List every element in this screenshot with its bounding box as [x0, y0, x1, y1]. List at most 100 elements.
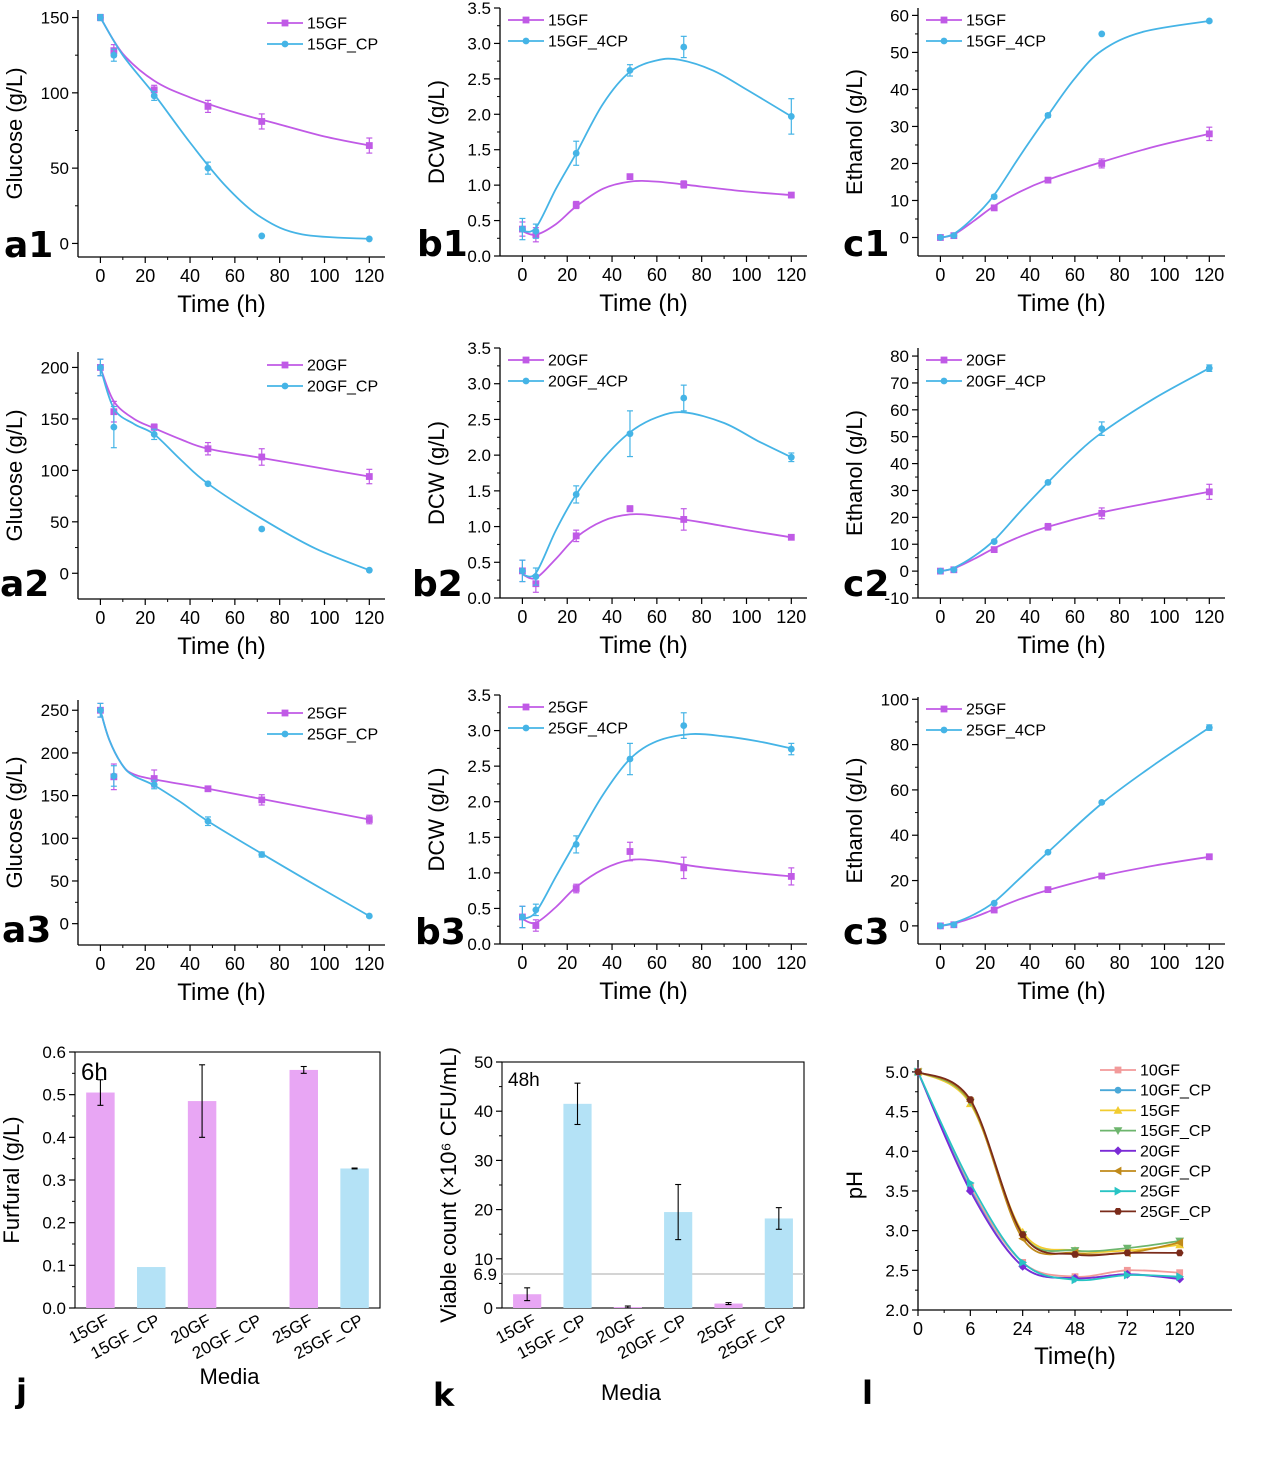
data-point	[787, 745, 795, 753]
x-axis-title: Time (h)	[599, 978, 687, 1005]
data-point	[572, 201, 580, 209]
panel-label: a1	[4, 225, 53, 266]
legend-label: 15GF_CP	[1140, 1123, 1211, 1140]
y-tick-label: 150	[41, 787, 69, 806]
x-tick-label: 0	[517, 953, 527, 973]
y-tick-label: 1.5	[467, 482, 491, 501]
fit-curve	[522, 179, 792, 236]
legend-label: 25GF_CP	[307, 727, 378, 744]
x-tick-label: 80	[692, 265, 712, 285]
x-axis-title: Time (h)	[1017, 290, 1105, 317]
legend-marker	[1114, 1208, 1122, 1215]
legend-marker	[281, 19, 289, 27]
y-tick-label: 0.1	[42, 1256, 66, 1275]
y-tick-label: 2.0	[885, 1301, 909, 1320]
panel-label: k	[433, 1376, 455, 1414]
x-tick-label: 72	[1117, 1319, 1137, 1339]
y-axis-title: Glucose (g/L)	[2, 67, 27, 199]
y-tick-label: 2.0	[467, 105, 491, 124]
data-point	[1044, 111, 1052, 119]
x-tick-label: 6	[965, 1319, 975, 1339]
x-axis-title: Media	[601, 1380, 662, 1405]
y-tick-label: 1.5	[467, 828, 491, 847]
y-tick-label: 20	[890, 872, 909, 891]
panel-k: 0 10 20 30 40 50 Viable count (×10⁶ CFU/mL) k 6.…	[433, 1047, 805, 1414]
series-15GF_4CP	[937, 17, 1213, 241]
data-point	[204, 785, 212, 793]
data-point	[787, 453, 795, 461]
x-tick-label: 0	[95, 954, 105, 974]
x-axis-title: Time (h)	[177, 979, 265, 1006]
y-tick-label: 0	[900, 562, 909, 581]
x-tick-label: 20	[975, 953, 995, 973]
data-point	[572, 149, 580, 157]
y-tick-label: 60	[890, 401, 909, 420]
series-20GF	[519, 505, 795, 593]
y-tick-label: 10	[890, 191, 909, 210]
data-point	[787, 873, 795, 880]
y-tick-label: 3.5	[467, 686, 491, 705]
x-tick-label: 80	[1110, 607, 1130, 627]
x-tick-label: 40	[602, 265, 622, 285]
x-tick-label: 80	[270, 608, 290, 628]
data-point	[204, 480, 212, 488]
legend-marker	[1113, 1166, 1122, 1176]
series-15GF_CP	[97, 13, 373, 243]
x-tick-label: 20	[557, 265, 577, 285]
data-point	[680, 394, 688, 402]
data-point	[1071, 1251, 1079, 1258]
data-point	[519, 225, 526, 233]
legend-label: 15GF	[1140, 1103, 1180, 1120]
data-point	[1044, 176, 1052, 184]
data-point	[572, 841, 580, 848]
x-tick-label: 0	[935, 265, 945, 285]
series-15GF	[519, 173, 795, 243]
y-tick-label: 30	[890, 117, 909, 136]
legend-label: 25GF	[307, 706, 347, 723]
inset-label: 6h	[81, 1059, 108, 1086]
data-point	[97, 364, 104, 371]
y-tick-label: 0	[60, 564, 69, 583]
x-tick-label: 40	[180, 608, 200, 628]
data-point	[204, 102, 212, 110]
x-tick-label: 40	[602, 607, 622, 627]
y-axis-title: DCW (g/L)	[424, 421, 449, 525]
x-tick-label: 100	[731, 265, 761, 285]
series-20GF	[937, 483, 1213, 575]
data-point	[110, 51, 118, 59]
data-point	[532, 227, 540, 235]
y-axis-title: Ethanol (g/L)	[842, 410, 867, 536]
x-tick-label: 20	[135, 608, 155, 628]
panel-label: c1	[843, 224, 889, 265]
data-point	[680, 181, 688, 188]
x-tick-label: 120	[776, 265, 806, 285]
y-tick-label: 40	[890, 826, 909, 845]
y-tick-label: 0.0	[467, 247, 491, 266]
data-point	[680, 864, 688, 872]
data-point	[150, 775, 158, 782]
legend-label: 20GF	[966, 353, 1006, 370]
y-tick-label: 1.0	[467, 518, 491, 537]
bar	[714, 1303, 743, 1308]
series-15GF	[937, 126, 1213, 241]
data-point	[1176, 1269, 1184, 1277]
legend-label: 15GF_4CP	[548, 34, 628, 51]
y-tick-label: 150	[41, 410, 69, 429]
data-point	[150, 86, 158, 94]
data-point	[204, 164, 212, 172]
x-tick-label: 40	[602, 953, 622, 973]
x-tick-label: 60	[1065, 265, 1085, 285]
y-tick-label: 5.0	[885, 1063, 909, 1082]
x-tick-label: 100	[731, 953, 761, 973]
y-tick-label: 200	[41, 744, 69, 763]
x-tick-label: 80	[1110, 265, 1130, 285]
legend-marker	[522, 377, 530, 385]
data-point	[966, 1096, 975, 1104]
data-point	[680, 722, 688, 729]
legend-label: 25GF_4CP	[548, 721, 628, 738]
legend-marker	[281, 709, 289, 717]
panel-a3: 0 20 40 60 80 100 120 Time (h) 0 50 100 150 200 250 Gl…	[2, 700, 385, 1006]
y-tick-label: 20	[890, 154, 909, 173]
x-tick-label: 80	[692, 607, 712, 627]
series-25GF_4CP	[937, 724, 1213, 930]
